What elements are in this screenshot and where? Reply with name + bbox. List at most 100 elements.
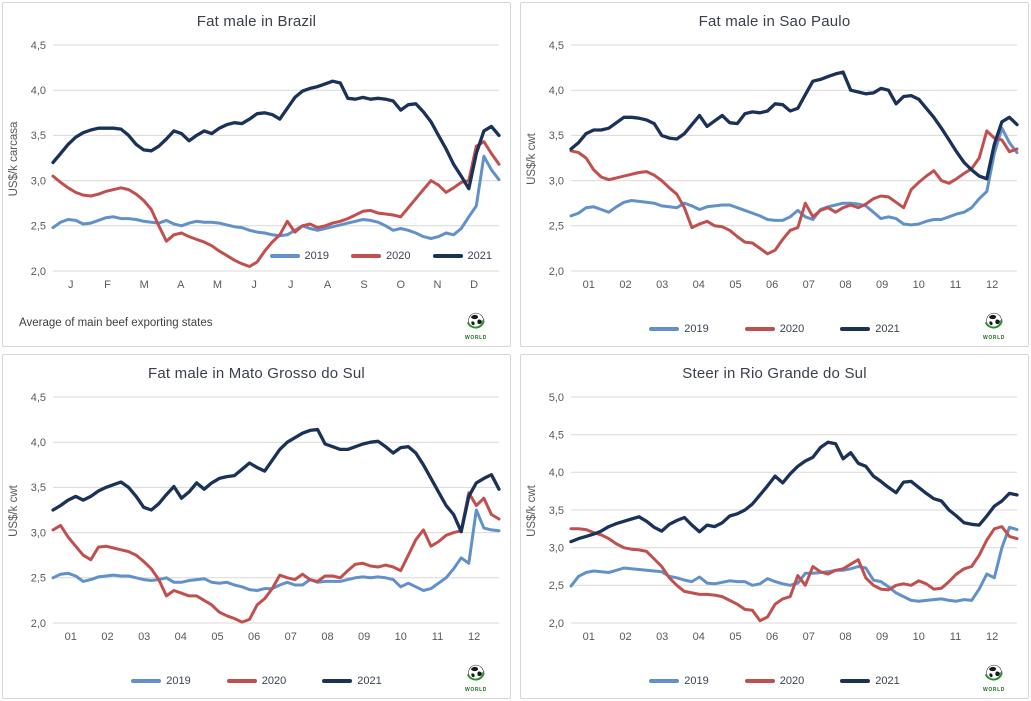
legend-label-2019: 2019 (166, 675, 191, 687)
svg-text:12: 12 (986, 279, 998, 291)
svg-text:4,0: 4,0 (549, 467, 564, 479)
chart-panel-rio-grande-do-sul: Steer in Rio Grande do Sul US$/k cwt 2,0… (520, 354, 1029, 699)
svg-text:3,5: 3,5 (549, 505, 564, 517)
svg-text:S: S (360, 279, 367, 291)
svg-text:4,5: 4,5 (549, 430, 564, 442)
svg-text:03: 03 (656, 279, 668, 291)
legend: 2019 2020 2021 (269, 250, 492, 262)
svg-text:M: M (213, 279, 222, 291)
legend-item-2019: 2019 (131, 675, 191, 687)
legend-item-2020: 2020 (351, 250, 411, 262)
svg-text:07: 07 (803, 631, 815, 643)
globe-icon (466, 664, 485, 681)
svg-text:09: 09 (358, 631, 370, 643)
chart-title: Fat male in Brazil (196, 13, 317, 30)
svg-text:F: F (104, 279, 111, 291)
legend: 2019 2020 2021 (521, 323, 1028, 335)
legend-swatch-2021 (840, 327, 871, 331)
svg-text:2,0: 2,0 (549, 618, 564, 630)
legend: 2019 2020 2021 (521, 675, 1028, 687)
svg-text:06: 06 (248, 631, 260, 643)
svg-text:D: D (470, 279, 478, 291)
svg-text:4,0: 4,0 (31, 85, 46, 97)
svg-text:08: 08 (839, 279, 851, 291)
legend-label-2020: 2020 (386, 250, 411, 262)
y-axis-label: US$/k carcasa (8, 121, 20, 197)
plot-area: 2,0 2,5 3,0 3,5 4,0 4,5 5,0 01 02 03 04 05 06 07 08 09 1… (549, 392, 1019, 643)
svg-text:4,0: 4,0 (31, 437, 46, 449)
svg-text:04: 04 (175, 631, 187, 643)
legend-label-2021: 2021 (875, 323, 900, 335)
brand-logo: WORLD (454, 311, 498, 341)
chart-title: Steer in Rio Grande do Sul (682, 365, 867, 382)
svg-text:3,0: 3,0 (31, 175, 46, 187)
svg-text:5,0: 5,0 (549, 392, 564, 404)
legend-label-2019: 2019 (304, 250, 330, 262)
chart-panel-mato-grosso-do-sul: Fat male in Mato Grosso do Sul US$/k cwt… (2, 354, 511, 699)
chart-panel-brazil: Fat male in Brazil US$/k carcasa 2,0 2,5 3… (2, 2, 511, 347)
globe-icon (466, 312, 485, 329)
svg-text:J: J (251, 279, 257, 291)
legend-swatch-2019 (269, 254, 300, 258)
svg-text:05: 05 (729, 631, 741, 643)
globe-icon (984, 312, 1003, 329)
legend-label-2021: 2021 (467, 250, 492, 262)
svg-text:05: 05 (729, 279, 741, 291)
svg-text:04: 04 (693, 631, 705, 643)
svg-text:4,5: 4,5 (549, 40, 564, 52)
y-axis-label: US$/k cwt (8, 485, 20, 537)
svg-text:09: 09 (876, 279, 888, 291)
svg-text:09: 09 (876, 631, 888, 643)
legend-label-2020: 2020 (779, 323, 805, 335)
svg-text:2,0: 2,0 (31, 618, 46, 630)
legend-swatch-2019 (131, 679, 162, 683)
legend-swatch-2021 (432, 254, 463, 258)
svg-text:N: N (434, 279, 442, 291)
legend-item-2019: 2019 (649, 675, 709, 687)
svg-text:3,0: 3,0 (549, 543, 564, 555)
legend: 2019 2020 2021 (3, 675, 510, 687)
legend-label-2020: 2020 (261, 675, 287, 687)
legend-item-2019: 2019 (649, 323, 709, 335)
svg-text:01: 01 (583, 279, 595, 291)
legend-item-2021: 2021 (322, 675, 382, 687)
brand-logo: WORLD (454, 663, 498, 693)
legend-swatch-2020 (226, 679, 257, 683)
legend-swatch-2020 (744, 327, 775, 331)
legend-item-2020: 2020 (226, 675, 287, 687)
svg-text:03: 03 (656, 631, 668, 643)
brand-logo-text: WORLD (465, 687, 487, 693)
chart-panel-sao-paulo: Fat male in Sao Paulo US$/k cwt 2,0 2,5 3,… (520, 2, 1029, 347)
svg-text:02: 02 (619, 279, 631, 291)
legend-label-2020: 2020 (779, 675, 805, 687)
chart-title: Fat male in Mato Grosso do Sul (148, 365, 365, 382)
legend-swatch-2021 (322, 679, 353, 683)
svg-text:2,5: 2,5 (31, 221, 46, 233)
legend-label-2019: 2019 (684, 323, 709, 335)
svg-text:06: 06 (766, 279, 778, 291)
legend-swatch-2020 (744, 679, 775, 683)
svg-text:4,5: 4,5 (31, 392, 46, 404)
chart-title: Fat male in Sao Paulo (698, 13, 851, 30)
svg-text:2,5: 2,5 (31, 573, 46, 585)
legend-item-2020: 2020 (744, 675, 805, 687)
svg-text:01: 01 (65, 631, 77, 643)
svg-text:08: 08 (321, 631, 333, 643)
svg-text:3,5: 3,5 (31, 130, 46, 142)
svg-text:M: M (140, 279, 149, 291)
svg-text:3,5: 3,5 (549, 130, 564, 142)
legend-swatch-2019 (649, 679, 680, 683)
svg-text:3,0: 3,0 (549, 175, 564, 187)
legend-item-2020: 2020 (744, 323, 805, 335)
svg-text:03: 03 (138, 631, 150, 643)
svg-text:J: J (288, 279, 294, 291)
legend-swatch-2020 (351, 254, 382, 258)
svg-text:10: 10 (395, 631, 407, 643)
brand-logo-text: WORLD (983, 335, 1005, 341)
svg-text:4,0: 4,0 (549, 85, 564, 97)
svg-text:02: 02 (619, 631, 631, 643)
globe-icon (984, 664, 1003, 681)
brand-logo-text: WORLD (465, 335, 487, 341)
svg-text:J: J (68, 279, 74, 291)
svg-text:11: 11 (950, 279, 961, 291)
